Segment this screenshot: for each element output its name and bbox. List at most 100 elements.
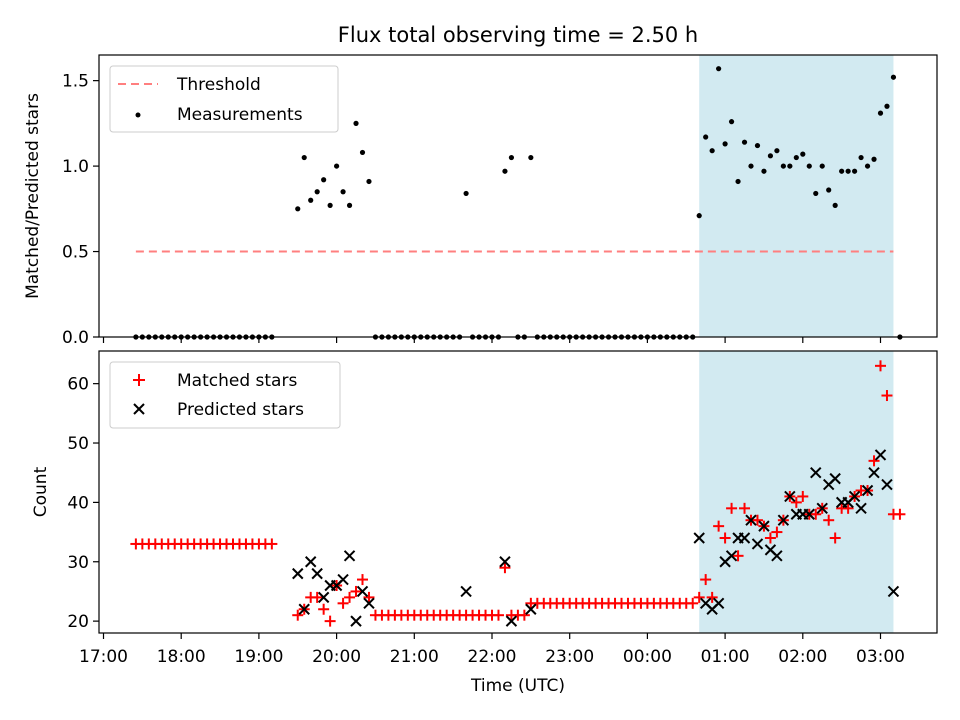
measurement-point bbox=[839, 168, 845, 174]
top-y-label: Matched/Predicted stars bbox=[23, 93, 43, 299]
measurement-point bbox=[301, 154, 307, 161]
measurement-point bbox=[826, 187, 832, 193]
y-tick-label: 1.0 bbox=[62, 157, 89, 177]
matched-star-point bbox=[706, 591, 718, 603]
measurement-point bbox=[780, 163, 786, 169]
y-tick-label: 30 bbox=[67, 553, 89, 573]
predicted-star-point bbox=[337, 573, 349, 586]
legend-measurements-label: Measurements bbox=[177, 105, 303, 125]
predicted-star-point bbox=[855, 502, 867, 515]
x-tick-label: 17:00 bbox=[79, 647, 128, 667]
predicted-star-point bbox=[525, 603, 537, 615]
measurement-point bbox=[716, 66, 722, 72]
predicted-star-point bbox=[499, 556, 511, 568]
predicted-star-point bbox=[343, 550, 356, 562]
predicted-star-point bbox=[712, 597, 725, 610]
matched-star-point bbox=[357, 574, 368, 586]
x-tick-label: 19:00 bbox=[234, 647, 283, 667]
predicted-star-point bbox=[356, 585, 369, 598]
matched-star-point bbox=[719, 532, 731, 544]
measurement-point bbox=[334, 163, 340, 169]
legend-threshold-label: Threshold bbox=[176, 75, 261, 95]
matched-star-point bbox=[751, 514, 763, 526]
y-tick-label: 60 bbox=[67, 375, 89, 395]
predicted-star-point bbox=[874, 449, 887, 461]
predicted-star-point bbox=[311, 567, 323, 580]
measurement-point bbox=[463, 190, 469, 197]
predicted-star-point bbox=[505, 615, 518, 627]
measurement-point bbox=[696, 213, 702, 219]
matched-star-point bbox=[823, 514, 835, 526]
bottom-plot-frame bbox=[98, 350, 938, 634]
measurement-point bbox=[748, 163, 754, 169]
matched-star-point bbox=[894, 508, 906, 520]
measurement-point bbox=[754, 142, 761, 149]
measurement-point bbox=[819, 163, 825, 169]
measurement-point bbox=[767, 153, 774, 159]
measurement-point bbox=[308, 197, 314, 203]
measurement-point bbox=[508, 154, 515, 161]
predicted-star-point bbox=[861, 484, 874, 497]
measurement-point bbox=[346, 202, 353, 208]
measurement-point bbox=[366, 178, 372, 185]
measurement-point bbox=[735, 178, 741, 185]
matched-star-point bbox=[693, 591, 705, 603]
top-shaded-region bbox=[699, 55, 894, 337]
predicted-star-point bbox=[745, 514, 757, 526]
matched-star-point bbox=[764, 532, 776, 544]
predicted-star-point bbox=[816, 502, 828, 515]
matched-star-point bbox=[868, 455, 880, 467]
matched-star-point bbox=[726, 502, 738, 514]
measurement-point bbox=[741, 139, 748, 145]
predicted-star-point bbox=[803, 508, 815, 520]
predicted-star-point bbox=[777, 514, 790, 526]
top-legend: Threshold Measurements bbox=[109, 65, 339, 133]
predicted-star-point bbox=[758, 520, 770, 532]
measurement-point bbox=[528, 154, 534, 161]
measurement-point bbox=[832, 202, 838, 208]
matched-star-point bbox=[829, 532, 841, 544]
matched-star-point bbox=[344, 591, 356, 603]
matched-star-point bbox=[350, 585, 362, 597]
bottom-y-axis: 20 30 40 50 60 bbox=[67, 375, 99, 632]
measurement-point bbox=[314, 189, 320, 195]
predicted-star-point bbox=[829, 472, 841, 485]
predicted-star-point bbox=[363, 597, 375, 610]
measurement-point bbox=[852, 168, 858, 174]
measurement-point bbox=[793, 154, 799, 161]
predicted-star-point bbox=[810, 466, 822, 479]
matched-star-point bbox=[311, 591, 323, 603]
predicted-star-point bbox=[771, 550, 783, 562]
x-tick-label: 20:00 bbox=[312, 647, 361, 667]
y-tick-label: 20 bbox=[67, 612, 89, 632]
predicted-star-point bbox=[304, 556, 317, 568]
measurement-point bbox=[813, 190, 819, 197]
predicted-star-point bbox=[887, 585, 900, 598]
matched-star-point bbox=[292, 609, 304, 621]
predicted-star-point bbox=[868, 466, 880, 479]
measurement-point bbox=[327, 202, 333, 208]
measurement-point bbox=[321, 177, 327, 183]
measurement-point bbox=[502, 168, 508, 174]
x-tick-label: 00:00 bbox=[623, 647, 672, 667]
measurement-point bbox=[709, 148, 715, 154]
matched-star-point bbox=[875, 360, 886, 372]
predicted-star-point bbox=[725, 550, 738, 562]
x-tick-label: 23:00 bbox=[545, 647, 594, 667]
measurement-point bbox=[787, 163, 793, 169]
measurement-point bbox=[774, 148, 780, 154]
measurement-point bbox=[806, 163, 812, 169]
matched-star-point bbox=[881, 390, 893, 402]
predicted-star-point bbox=[751, 538, 764, 550]
legend-predicted-label: Predicted stars bbox=[177, 400, 304, 420]
measurement-point bbox=[340, 189, 346, 195]
y-tick-label: 40 bbox=[67, 493, 89, 513]
y-tick-label: 1.5 bbox=[62, 72, 89, 92]
measurement-point bbox=[728, 119, 735, 125]
matched-star-point bbox=[842, 502, 854, 514]
legend-measurements-swatch bbox=[135, 112, 141, 118]
measurement-point bbox=[800, 151, 806, 157]
bottom-y-label: Count bbox=[31, 466, 51, 517]
x-tick-label: 02:00 bbox=[778, 647, 827, 667]
